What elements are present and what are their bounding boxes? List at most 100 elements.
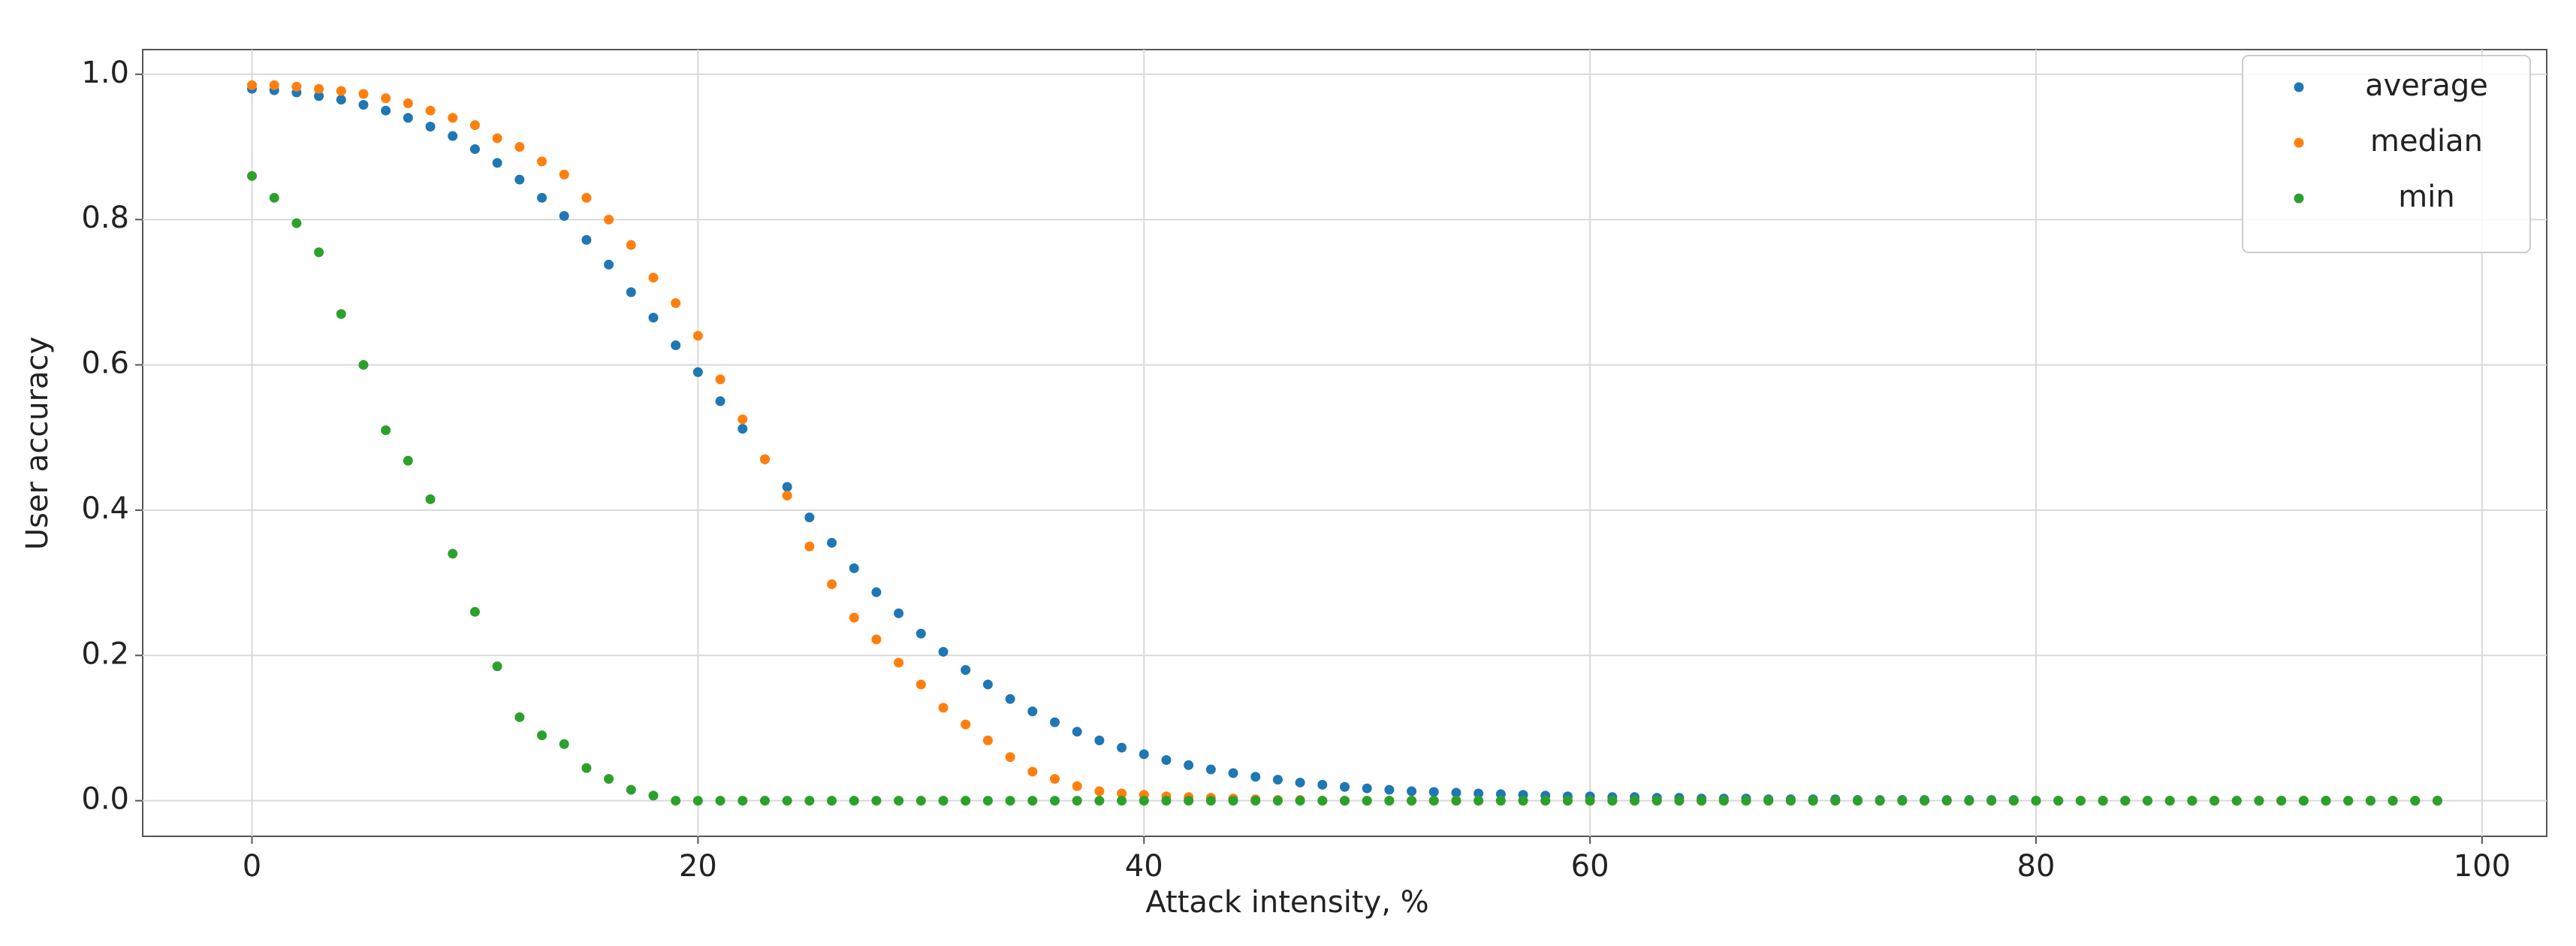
point <box>1049 774 1060 784</box>
point <box>1630 796 1640 806</box>
point <box>692 796 703 806</box>
point <box>492 158 502 168</box>
point <box>1763 796 1774 806</box>
point <box>247 80 257 90</box>
point <box>1474 796 1484 806</box>
point <box>1161 796 1172 806</box>
point <box>759 454 770 464</box>
point <box>2231 796 2242 806</box>
point <box>2187 796 2197 806</box>
point <box>1808 796 1818 806</box>
point <box>291 218 302 228</box>
point <box>537 156 547 167</box>
point <box>2075 796 2086 806</box>
point <box>2410 796 2421 806</box>
point <box>1272 775 1283 785</box>
point <box>1451 787 1461 798</box>
point <box>648 313 659 323</box>
point <box>827 537 837 548</box>
point <box>827 579 837 590</box>
x-axis-label: Attack intensity, % <box>1145 885 1428 920</box>
point <box>782 491 792 501</box>
point <box>425 121 436 131</box>
point <box>626 287 636 298</box>
point <box>1205 796 1216 806</box>
point <box>403 455 413 466</box>
series <box>247 171 2442 806</box>
point <box>1340 781 1350 792</box>
y-tick-label: 0.0 <box>81 782 129 817</box>
point <box>1474 788 1484 799</box>
point <box>314 247 324 258</box>
point <box>2254 796 2264 806</box>
point <box>894 657 904 668</box>
point <box>1741 796 1751 806</box>
point <box>961 719 971 730</box>
point <box>938 703 949 713</box>
point <box>1072 781 1082 791</box>
point <box>894 608 904 618</box>
point <box>2120 796 2131 806</box>
point <box>581 234 592 245</box>
y-tick-label: 0.2 <box>81 636 129 671</box>
point <box>492 133 502 144</box>
point <box>1607 796 1618 806</box>
point <box>982 679 993 690</box>
point <box>1651 796 1662 806</box>
point <box>626 784 636 795</box>
point <box>2365 796 2375 806</box>
point <box>1562 796 1573 806</box>
point <box>782 796 792 806</box>
point <box>1117 742 1127 753</box>
point <box>1117 788 1127 799</box>
point <box>1027 796 1038 806</box>
point <box>1005 752 1015 763</box>
point <box>915 628 926 639</box>
point <box>849 563 859 573</box>
point <box>1250 772 1261 782</box>
point <box>559 739 569 749</box>
point <box>537 730 547 741</box>
point <box>1139 749 1149 760</box>
y-tick-label: 0.8 <box>81 201 129 235</box>
point <box>759 796 770 806</box>
point <box>1785 796 1796 806</box>
point <box>938 796 949 806</box>
point <box>1072 727 1082 737</box>
point <box>894 796 904 806</box>
point <box>1718 796 1729 806</box>
point <box>1407 786 1417 796</box>
point <box>1027 766 1038 777</box>
point <box>1228 768 1238 778</box>
legend-label: average <box>2365 68 2488 103</box>
point <box>738 796 748 806</box>
point <box>1228 796 1238 806</box>
point <box>1317 779 1328 790</box>
point <box>1139 796 1149 806</box>
point <box>336 95 346 105</box>
point <box>269 80 279 90</box>
point <box>469 144 480 154</box>
x-tick-label: 20 <box>679 849 717 884</box>
point <box>961 665 971 675</box>
point <box>2298 796 2309 806</box>
point <box>1184 796 1194 806</box>
point <box>1250 796 1261 806</box>
point <box>982 796 993 806</box>
point <box>1986 796 1997 806</box>
legend: average median min <box>2242 55 2531 253</box>
point <box>1161 754 1172 765</box>
point <box>492 661 502 672</box>
point <box>469 606 480 617</box>
y-tick-label: 0.4 <box>81 491 129 526</box>
x-tick-label: 0 <box>243 849 261 884</box>
point <box>1941 796 1952 806</box>
point <box>2321 796 2331 806</box>
point <box>559 210 569 221</box>
point <box>2210 796 2220 806</box>
point <box>1362 783 1372 793</box>
point <box>1852 796 1863 806</box>
point <box>448 549 458 559</box>
point <box>692 331 703 341</box>
point <box>1920 796 1930 806</box>
